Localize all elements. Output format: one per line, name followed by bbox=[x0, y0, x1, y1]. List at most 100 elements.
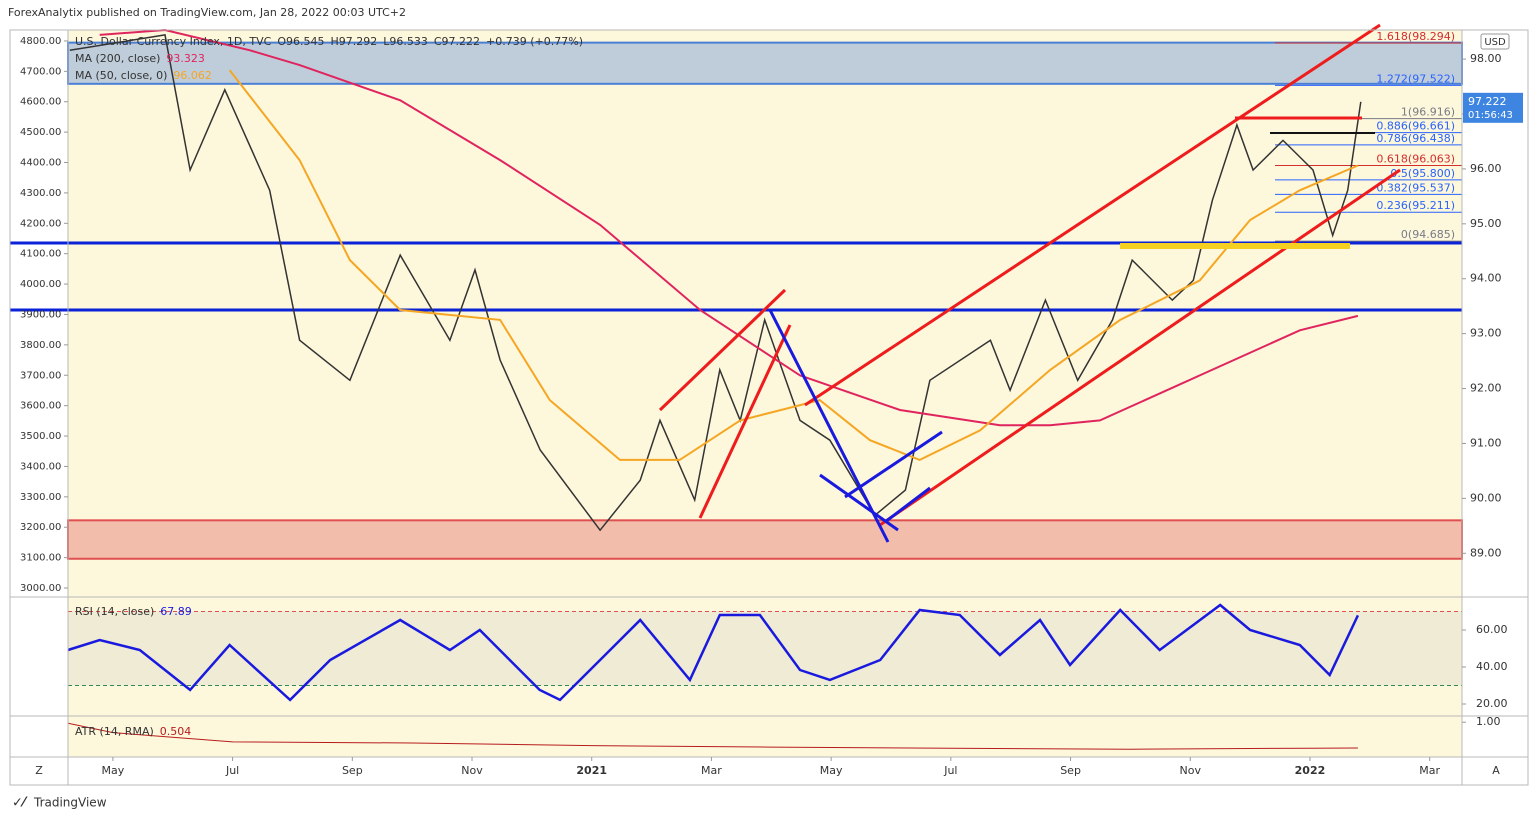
fib-label: 0.5(95.800) bbox=[1390, 167, 1455, 180]
legend-close: C97.222 bbox=[434, 35, 480, 48]
channel-top bbox=[804, 23, 1381, 407]
y-tick-label: 94.00 bbox=[1470, 272, 1502, 285]
last-price-badge bbox=[1463, 92, 1523, 123]
x-tick-label: Mar bbox=[701, 764, 722, 777]
fib-label: 0.382(95.537) bbox=[1376, 181, 1455, 194]
y2-tick-label: 3600.00 bbox=[20, 401, 61, 412]
series-line bbox=[67, 722, 1358, 750]
legend-name: ATR (14, RMA) bbox=[75, 725, 154, 738]
legend-value: 96.062 bbox=[173, 69, 212, 82]
x-tick-label: Mar bbox=[1419, 764, 1440, 777]
wedge-bottom bbox=[698, 324, 792, 519]
currency-label: USD bbox=[1484, 37, 1506, 48]
y-tick-label: 93.00 bbox=[1470, 327, 1502, 340]
legend-value: 0.504 bbox=[160, 725, 192, 738]
series-line bbox=[99, 28, 1359, 427]
flag-line bbox=[768, 309, 890, 543]
y-tick-label: 95.00 bbox=[1470, 217, 1502, 230]
channel-bottom bbox=[879, 168, 1401, 527]
y2-tick-label: 3100.00 bbox=[20, 553, 61, 564]
fib-label: 0.886(96.661) bbox=[1376, 120, 1455, 133]
x-tick-label: 2021 bbox=[576, 764, 607, 777]
y-tick-label: 98.00 bbox=[1470, 52, 1502, 65]
fib-label: 0.236(95.211) bbox=[1376, 199, 1455, 212]
legend-name: MA (50, close, 0) bbox=[75, 69, 167, 82]
y-tick-label: 96.00 bbox=[1470, 162, 1502, 175]
legend-value: 67.89 bbox=[160, 605, 192, 618]
legend-open: O96.545 bbox=[277, 35, 324, 48]
fib-label: 0.618(96.063) bbox=[1376, 152, 1455, 165]
countdown-label: 01:56:43 bbox=[1468, 110, 1513, 121]
legend-high: H97.292 bbox=[330, 35, 377, 48]
fib-label: 0(94.685) bbox=[1401, 228, 1455, 241]
y-tick-label: 92.00 bbox=[1470, 382, 1502, 395]
x-tick-label: May bbox=[820, 764, 843, 777]
currency-badge[interactable] bbox=[1480, 33, 1510, 50]
zone bbox=[67, 41, 1463, 85]
footer-brand: TradingView bbox=[33, 796, 107, 810]
y2-tick-label: 3200.00 bbox=[20, 522, 61, 533]
y2-tick-label: 3500.00 bbox=[20, 431, 61, 442]
y-tick-label: 90.00 bbox=[1470, 491, 1502, 504]
fib-label: 1.272(97.522) bbox=[1376, 72, 1455, 85]
legend-indicator: RSI (14, close) 67.89 bbox=[75, 605, 192, 618]
flag-line bbox=[844, 430, 943, 499]
x-tick-label: Jul bbox=[225, 764, 239, 777]
plot-content: 1.618(98.294) 1.272(97.522) 1(96.916)0.886… bbox=[10, 28, 1463, 750]
last-price-label: 97.222 bbox=[1468, 95, 1507, 108]
time-axis-frame bbox=[9, 756, 1529, 786]
flag-line bbox=[884, 486, 931, 524]
series-line bbox=[67, 603, 1360, 702]
y2-tick-label: 4600.00 bbox=[20, 97, 61, 108]
x-tick-label: Sep bbox=[1060, 764, 1081, 777]
y2-tick-label: 4800.00 bbox=[20, 36, 61, 47]
y-tick-label: 91.00 bbox=[1470, 436, 1502, 449]
y2-tick-label: 4300.00 bbox=[20, 188, 61, 199]
x-tick-label: 2022 bbox=[1295, 764, 1326, 777]
scale-button[interactable]: A bbox=[1492, 764, 1500, 777]
y2-tick-label: 4400.00 bbox=[20, 158, 61, 169]
y-tick-label: 89.00 bbox=[1470, 546, 1502, 559]
x-tick-label: Nov bbox=[1180, 764, 1202, 777]
drawings bbox=[658, 23, 1401, 543]
x-tick-label: Sep bbox=[342, 764, 363, 777]
publish-header: ForexAnalytix published on TradingView.c… bbox=[8, 6, 406, 19]
y2-tick-label: 3400.00 bbox=[20, 461, 61, 472]
y2-tick-label: 3800.00 bbox=[20, 340, 61, 351]
x-tick-label: Nov bbox=[461, 764, 483, 777]
x-tick-label: May bbox=[102, 764, 125, 777]
legend-name: MA (200, close) bbox=[75, 52, 160, 65]
legend-value: 93.323 bbox=[166, 52, 205, 65]
y2-tick-label: 4200.00 bbox=[20, 218, 61, 229]
legend-indicator: ATR (14, RMA) 0.504 bbox=[75, 725, 191, 738]
legend-indicator: MA (200, close) 93.323 bbox=[75, 52, 205, 65]
legend-main: U.S. Dollar Currency Index, 1D, TVC O96.5… bbox=[75, 35, 583, 48]
legend-symbol: U.S. Dollar Currency Index, 1D, TVC bbox=[75, 35, 272, 48]
x-tick-label: Jul bbox=[943, 764, 957, 777]
rsi-tick-label: 20.00 bbox=[1476, 697, 1508, 710]
y2-tick-label: 4000.00 bbox=[20, 279, 61, 290]
legend-low: L96.533 bbox=[383, 35, 428, 48]
fib-label: 0.786(96.438) bbox=[1376, 132, 1455, 145]
y2-tick-label: 3700.00 bbox=[20, 370, 61, 381]
atr-tick-label: 1.00 bbox=[1476, 715, 1501, 728]
rsi-tick-label: 60.00 bbox=[1476, 623, 1508, 636]
pane-frames bbox=[9, 29, 1529, 786]
wedge-top bbox=[658, 288, 787, 412]
series-line bbox=[228, 69, 1359, 461]
y2-tick-label: 3900.00 bbox=[20, 309, 61, 320]
y2-tick-label: 4500.00 bbox=[20, 127, 61, 138]
y2-tick-label: 3000.00 bbox=[20, 583, 61, 594]
legend-change: +0.739 (+0.77%) bbox=[486, 35, 583, 48]
series-line bbox=[69, 34, 1362, 532]
legend-indicator: MA (50, close, 0) 96.062 bbox=[75, 69, 212, 82]
legend-name: RSI (14, close) bbox=[75, 605, 154, 618]
rsi-tick-label: 40.00 bbox=[1476, 660, 1508, 673]
zone bbox=[67, 519, 1463, 560]
fib-label: 1.618(98.294) bbox=[1376, 30, 1455, 43]
y2-tick-label: 4100.00 bbox=[20, 249, 61, 260]
scale-button[interactable]: Z bbox=[35, 764, 43, 777]
fib-label: 1(96.916) bbox=[1401, 106, 1455, 119]
tv-logo: ✓⁄ bbox=[12, 796, 28, 811]
